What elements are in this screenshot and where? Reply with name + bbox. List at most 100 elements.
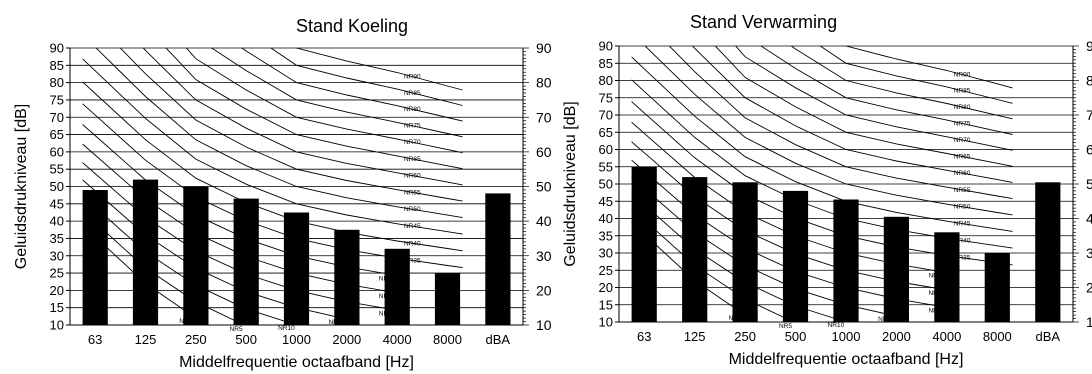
nr-curve-label: NR40	[954, 238, 971, 245]
right-tick-label: 40	[536, 213, 552, 229]
bar-8000	[984, 253, 1010, 322]
category-label: 8000	[433, 332, 462, 347]
nr-curve-label: NR5	[779, 323, 792, 330]
left-tick-label: 30	[599, 246, 613, 261]
left-tick-label: 50	[599, 177, 613, 192]
nr-curve-label: NR55	[954, 187, 971, 194]
x-axis-title: Middelfrequentie octaafband [Hz]	[179, 354, 414, 371]
category-label: 63	[88, 332, 102, 347]
nr-curve-70	[185, 48, 463, 154]
chart-title: Stand Koeling	[296, 16, 408, 36]
bar-250	[183, 186, 209, 325]
left-tick-label: 25	[50, 266, 64, 281]
category-label: 1000	[832, 329, 861, 344]
left-tick-label: 35	[599, 228, 613, 243]
category-label: 125	[684, 329, 706, 344]
right-tick-label: 30	[536, 248, 552, 264]
right-tick-label: 60	[1086, 142, 1092, 158]
left-tick-label: 85	[50, 58, 64, 73]
nr-curve-80	[241, 48, 463, 122]
nr-curve-label: NR85	[954, 88, 971, 95]
left-tick-label: 40	[50, 214, 64, 229]
category-label: 63	[637, 329, 651, 344]
category-label: 2000	[332, 332, 361, 347]
bar-4000	[934, 232, 960, 322]
left-tick-label: 65	[50, 127, 64, 142]
nr-curve-label: NR45	[404, 223, 421, 230]
nr-curve-90	[845, 46, 1013, 89]
x-axis-title: Middelfrequentie octaafband [Hz]	[729, 351, 964, 368]
category-label: 250	[185, 332, 207, 347]
nr-curve-60	[691, 46, 1013, 183]
category-label: 8000	[983, 329, 1012, 344]
category-label: 125	[135, 332, 157, 347]
left-tick-label: 80	[50, 75, 64, 90]
category-label: dBA	[486, 332, 511, 347]
right-tick-label: 30	[1086, 245, 1092, 261]
nr-curve-35	[631, 101, 1013, 266]
right-tick-label: 80	[1086, 73, 1092, 89]
category-label: 4000	[932, 329, 961, 344]
chart-1: Stand VerwarmingNR0NR5NR10NR15NR20NR25NR…	[562, 12, 1092, 368]
left-tick-label: 40	[599, 211, 613, 226]
right-tick-label: 70	[536, 109, 552, 125]
nr-curve-90	[295, 48, 463, 91]
chart-title: Stand Verwarming	[690, 12, 837, 32]
left-tick-label: 65	[599, 125, 613, 140]
nr-curve-55	[668, 46, 1013, 200]
bar-500	[233, 198, 259, 325]
left-tick-label: 10	[50, 318, 64, 333]
right-tick-label: 20	[1086, 280, 1092, 296]
nr-curve-label: NR50	[404, 206, 421, 213]
left-tick-label: 90	[50, 41, 64, 56]
left-tick-label: 25	[599, 263, 613, 278]
left-tick-label: 70	[599, 108, 613, 123]
left-tick-label: 85	[599, 56, 613, 71]
bar-63	[631, 166, 657, 323]
nr-curve-label: NR90	[954, 72, 971, 79]
bar-250	[732, 182, 758, 322]
bar-2000	[883, 216, 909, 322]
left-tick-label: 20	[50, 283, 64, 298]
nr-curve-75	[760, 46, 1013, 135]
nr-curve-label: NR35	[954, 255, 971, 262]
category-label: 2000	[882, 329, 911, 344]
left-tick-label: 60	[599, 142, 613, 157]
nr-curve-55	[119, 48, 463, 202]
left-tick-label: 55	[599, 159, 613, 174]
nr-curve-label: NR75	[404, 123, 421, 130]
bar-125	[682, 177, 708, 322]
left-tick-label: 15	[50, 300, 64, 315]
nr-curve-label: NR5	[230, 326, 243, 333]
right-tick-label: 90	[1086, 38, 1092, 54]
nr-curve-35	[82, 103, 463, 269]
nr-curve-65	[714, 46, 1013, 167]
bar-125	[132, 179, 159, 325]
right-tick-label: 80	[536, 75, 552, 91]
category-label: 500	[785, 329, 807, 344]
left-tick-label: 30	[50, 248, 64, 263]
left-tick-label: 20	[599, 280, 613, 295]
nr-curve-label: NR70	[404, 139, 421, 146]
nr-curve-70	[735, 46, 1013, 151]
nr-curve-85	[270, 48, 463, 106]
nr-curve-80	[790, 46, 1013, 120]
right-tick-label: 60	[536, 144, 552, 160]
category-label: 500	[235, 332, 257, 347]
right-tick-label: 10	[536, 317, 552, 333]
right-tick-label: 10	[1086, 314, 1092, 330]
bar-2000	[334, 229, 360, 325]
nr-curve-40	[82, 81, 463, 252]
left-tick-label: 35	[50, 231, 64, 246]
left-tick-label: 45	[599, 194, 613, 209]
nr-curve-40	[631, 79, 1013, 249]
chart-0: Stand KoelingNR0NR5NR10NR15NR20NR25NR30N…	[13, 16, 552, 371]
left-tick-label: 55	[50, 162, 64, 177]
bar-1000	[283, 212, 310, 325]
nr-curve-label: NR65	[404, 156, 421, 163]
bar-4000	[384, 248, 410, 325]
nr-curve-75	[210, 48, 463, 138]
right-tick-label: 70	[1086, 107, 1092, 123]
nr-curve-label: NR60	[404, 173, 421, 180]
